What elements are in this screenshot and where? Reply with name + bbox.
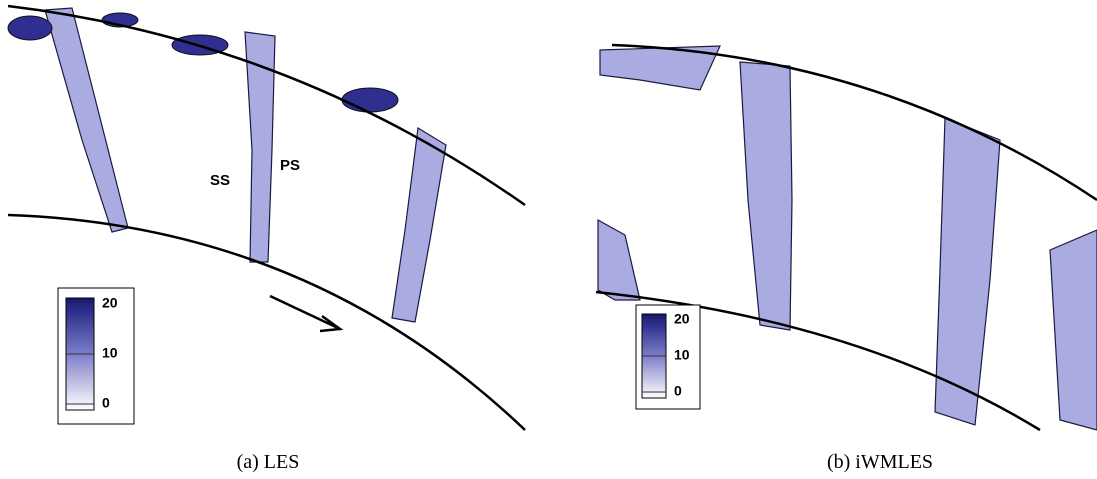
- arrow-head: [319, 314, 344, 333]
- wake: [934, 117, 1001, 426]
- wake: [244, 31, 276, 263]
- colorbar-label: 10: [674, 347, 690, 363]
- hub: [7, 213, 526, 431]
- casing: [7, 4, 526, 207]
- hub: [595, 290, 1041, 432]
- colorbar-label: 10: [102, 345, 118, 361]
- rotation-arrow: [269, 294, 339, 330]
- wake: [44, 7, 129, 233]
- panel-a: SS PS (a) LES: [7, 4, 526, 473]
- caption: (b) iWMLES: [827, 451, 933, 473]
- wake: [599, 45, 721, 91]
- wake: [391, 127, 447, 323]
- annotation: SS: [210, 172, 230, 189]
- blob: [341, 87, 399, 113]
- wake: [1049, 229, 1097, 431]
- colorbar-label: 0: [674, 383, 682, 399]
- panel-b: (b) iWMLES: [595, 43, 1097, 473]
- colorbar-label: 0: [102, 395, 110, 411]
- annotation: PS: [280, 157, 300, 174]
- blob: [7, 15, 53, 41]
- colorbar-label: 20: [102, 295, 118, 311]
- wake: [597, 218, 641, 301]
- caption: (a) LES: [237, 451, 300, 473]
- casing: [611, 43, 1097, 202]
- wake: [739, 61, 793, 331]
- colorbar-label: 20: [674, 311, 690, 327]
